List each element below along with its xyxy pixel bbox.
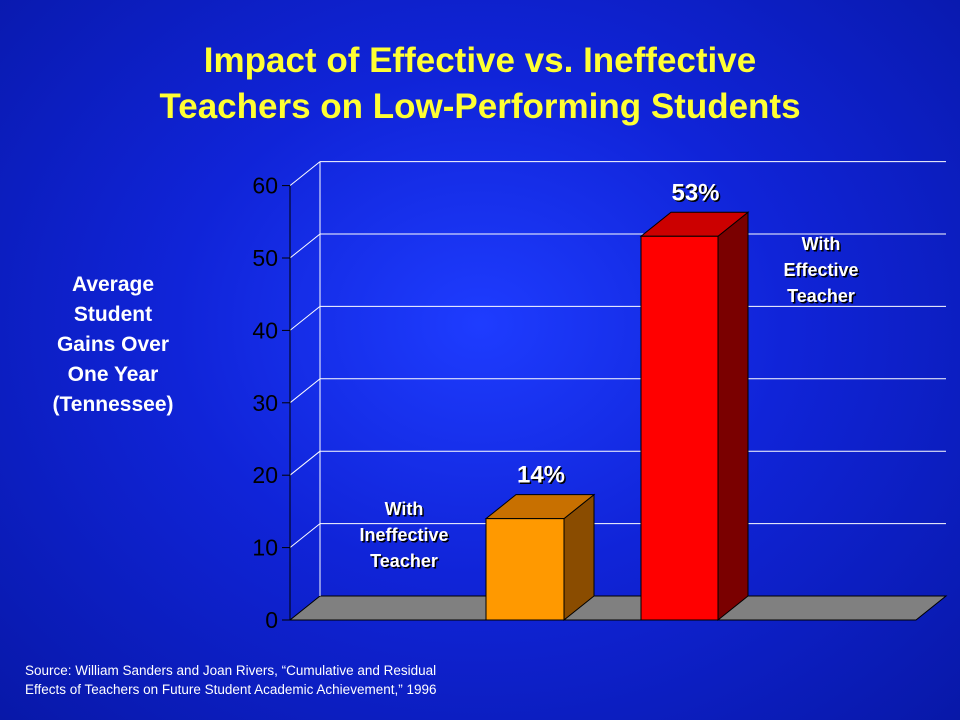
annotation-text: Teacher — [370, 551, 438, 571]
y-axis-label: Average Student Gains Over One Year (Ten… — [18, 270, 208, 420]
bar — [640, 235, 719, 621]
y-tick-label: 50 — [252, 245, 278, 271]
source-line-1: Source: William Sanders and Joan Rivers,… — [25, 663, 437, 678]
annotation-text: With — [385, 499, 424, 519]
chart-title-line-2: Teachers on Low-Performing Students — [159, 87, 801, 126]
data-label-shadow: 14% — [518, 463, 566, 490]
annotation-text: Effective — [783, 260, 858, 280]
annotation-text-shadow: With — [386, 501, 425, 521]
data-label: 14% — [517, 462, 565, 489]
gridline-depth — [289, 378, 321, 404]
data-label: 53% — [671, 179, 719, 206]
gridline-depth — [289, 161, 321, 186]
y-axis-label-line: Gains Over — [56, 333, 170, 356]
annotation-text: With — [802, 234, 841, 254]
y-axis-label-line: Student — [73, 303, 153, 326]
annotation-text: Teacher — [787, 286, 855, 306]
y-tick-label: 60 — [252, 173, 278, 199]
bar — [485, 518, 565, 621]
bar-side — [717, 211, 749, 622]
y-tick-label: 40 — [252, 317, 278, 343]
y-tick-label: 0 — [265, 607, 278, 633]
y-axis-label-line: Average — [71, 273, 155, 296]
annotation-text-shadow: Effective — [785, 262, 860, 282]
y-tick-label: 20 — [252, 462, 278, 488]
annotation-text-shadow: Teacher — [372, 553, 440, 573]
y-axis-label-line: One Year — [67, 363, 159, 386]
gridline-depth — [289, 523, 321, 548]
chart-title: Impact of Effective vs. Ineffective Teac… — [0, 38, 960, 130]
data-label-shadow: 53% — [673, 181, 721, 208]
source-line-2: Effects of Teachers on Future Student Ac… — [25, 682, 437, 697]
annotation-text-shadow: Ineffective — [361, 527, 450, 547]
annotation-text: Ineffective — [359, 525, 448, 545]
gridline-depth — [289, 306, 321, 331]
gridline-depth — [289, 450, 321, 476]
y-tick-label: 30 — [252, 390, 278, 416]
y-axis-label-line: (Tennessee) — [52, 393, 174, 416]
chart-title-line-1: Impact of Effective vs. Ineffective — [203, 41, 757, 80]
annotation-text-shadow: Teacher — [789, 288, 857, 308]
annotation-text-shadow: With — [803, 236, 842, 256]
y-tick-label: 10 — [252, 535, 278, 561]
chart-floor — [288, 595, 948, 621]
gridline-depth — [289, 233, 321, 259]
source-note: Source: William Sanders and Joan Rivers,… — [25, 661, 585, 699]
